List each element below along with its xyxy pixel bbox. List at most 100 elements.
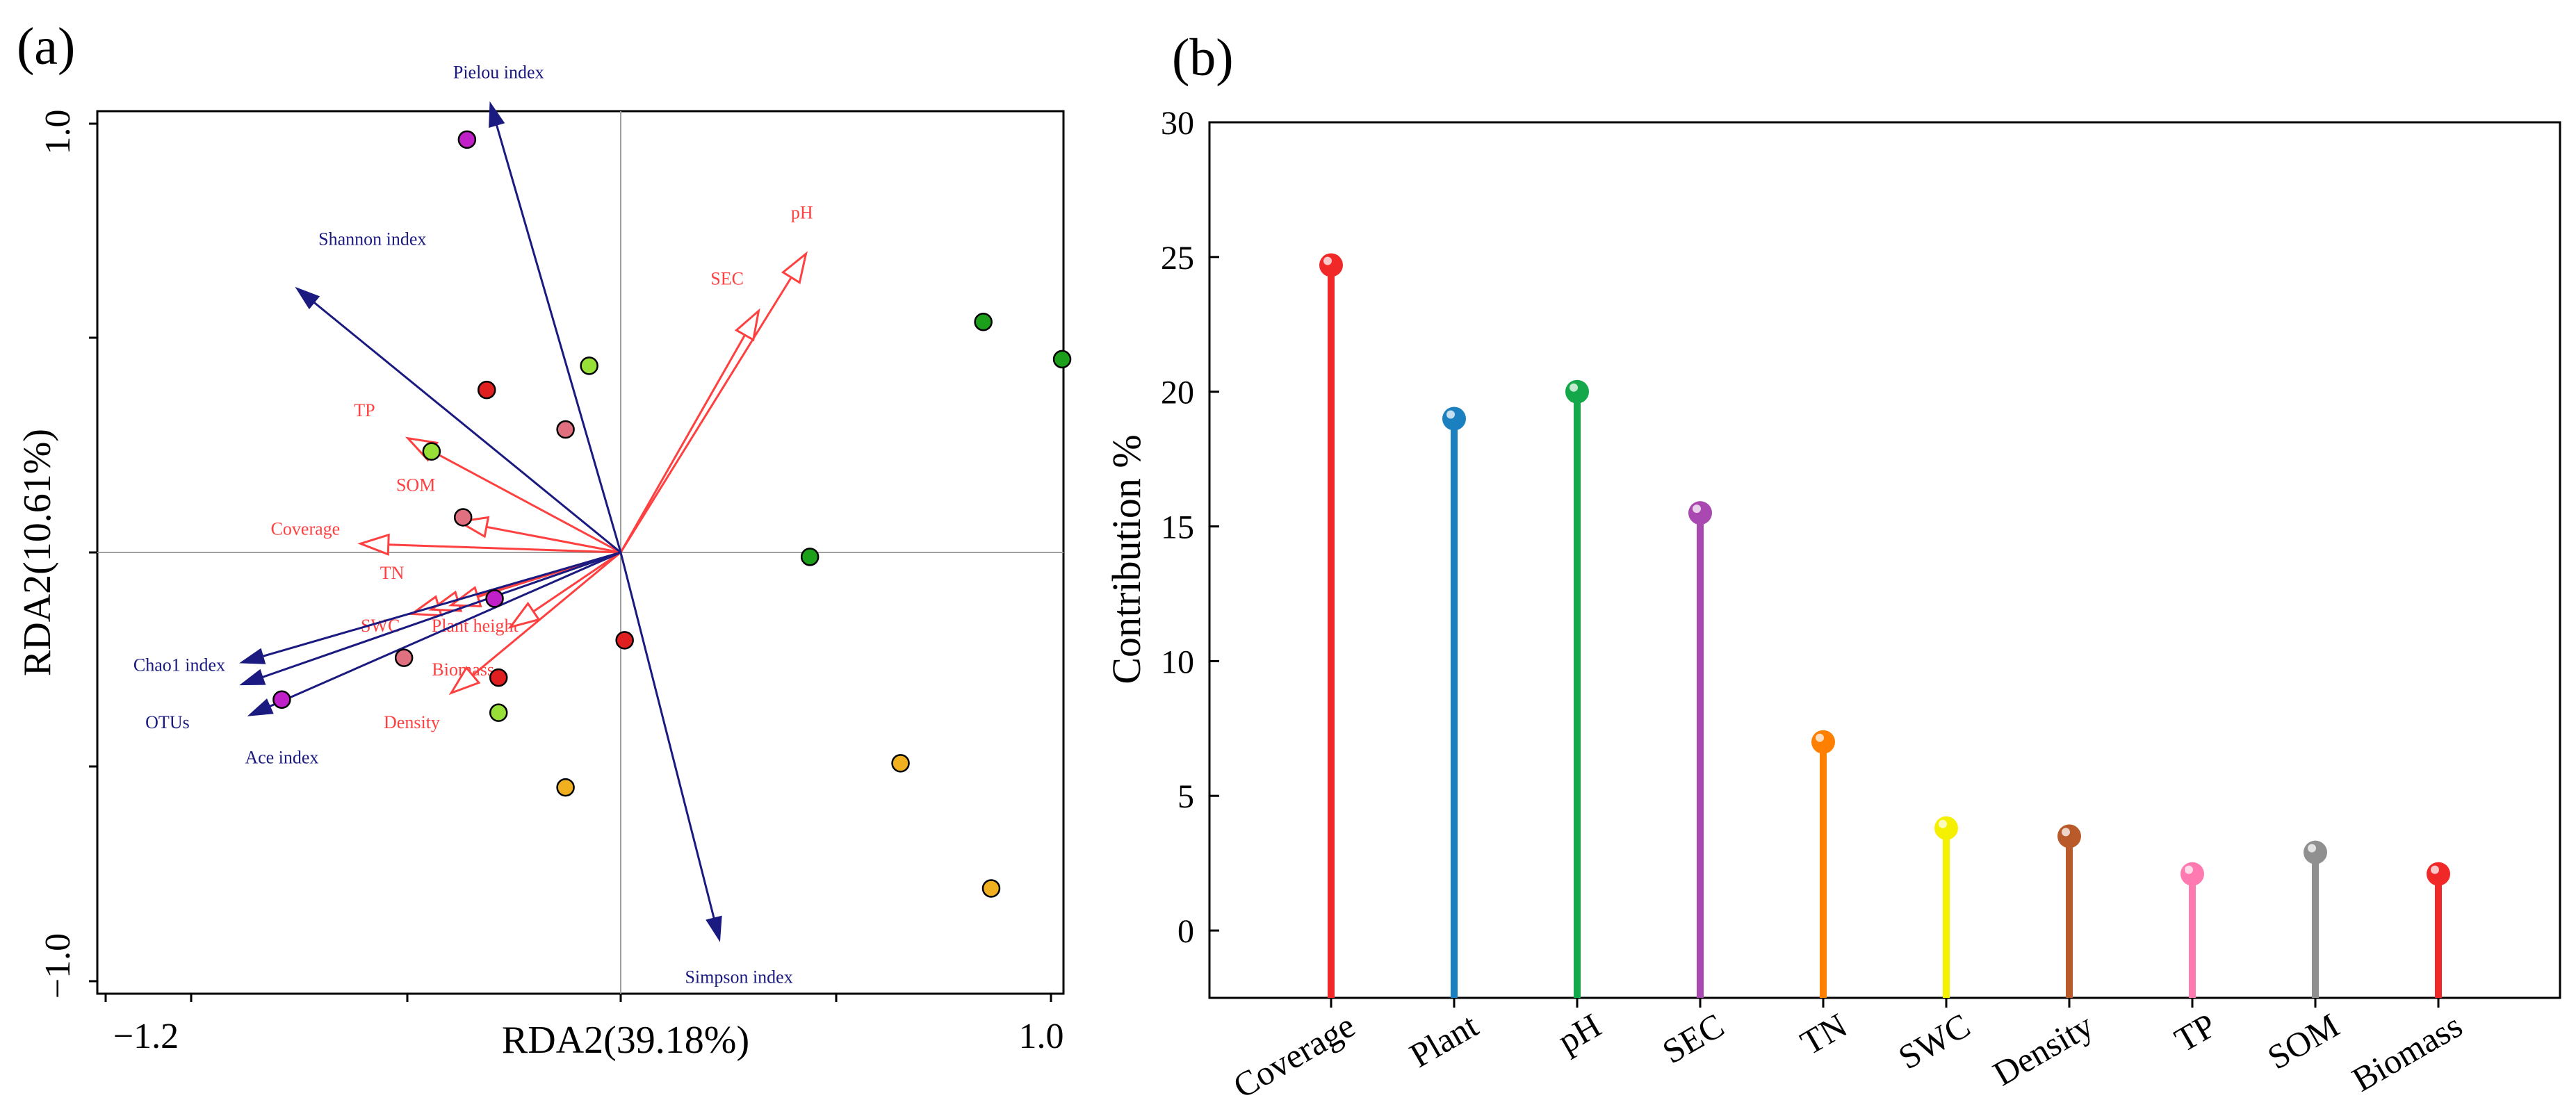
env-vector-coverage-shaft	[388, 543, 621, 554]
panel-a-rda-biplot: (a) −1.2 1.0 1.0 −1.0 pH SEC TP SOM Coverage TN S…	[16, 17, 1072, 1062]
sample-points	[272, 130, 1072, 898]
lollipop-head-plant	[1442, 407, 1466, 431]
env-vector-density-shaft	[472, 551, 621, 676]
x-tick-label-biomass: Biomass	[2345, 1006, 2468, 1099]
x-tick-label-swc: SWC	[1892, 1006, 1977, 1077]
x-tick-label-som: SOM	[2261, 1006, 2346, 1077]
sample-point-green	[1052, 350, 1072, 369]
panel-a-ticks: −1.2 1.0 1.0 −1.0	[38, 110, 1064, 1057]
x-tick-label-plant: Plant	[1403, 1006, 1484, 1075]
env-vector-tp-label: TP	[354, 400, 375, 420]
lollipop-head-sec	[1688, 501, 1712, 525]
panel-a-origin-crosshair	[97, 111, 1063, 994]
env-vector-coverage-label: Coverage	[271, 519, 341, 539]
lollipops: Coverage Plant pH SEC TN SWC Density TP SOM Bioma…	[1227, 253, 2469, 1106]
sample-point-green	[974, 312, 993, 331]
lollipop-head-ph	[1565, 379, 1589, 404]
sample-point-green	[800, 548, 820, 566]
lollipop-head-density	[2057, 824, 2081, 848]
lollipop-highlight-tp	[2185, 865, 2193, 874]
env-vector-ph-shaft	[619, 277, 792, 553]
y-tick-label: 5	[1177, 778, 1194, 815]
lollipop-head-tp	[2180, 862, 2204, 886]
sample-point-red	[615, 631, 634, 650]
sample-point-pink	[394, 648, 414, 667]
sample-point-pink	[453, 508, 473, 527]
y-tick-label: 25	[1161, 240, 1194, 277]
env-vector-sec-label: SEC	[710, 268, 744, 288]
species-vector-simpson-index-shaft	[619, 552, 719, 933]
panel-b-y-axis-label: Contribution %	[1104, 434, 1149, 684]
species-vector-simpson-index-head	[706, 915, 722, 942]
panel-b-label: (b)	[1172, 28, 1234, 87]
y-tick-label: 15	[1161, 509, 1194, 546]
lollipop-highlight-sec	[1693, 504, 1701, 514]
y-tick-label: 0	[1177, 913, 1194, 950]
panel-b-ticks: 0 5 10 15 20 25 30	[1161, 105, 1219, 950]
env-vector-density-label: Density	[384, 712, 440, 732]
lollipop-head-biomass	[2427, 862, 2450, 886]
sample-point-red	[489, 668, 508, 687]
x-tick-label-tn: TN	[1794, 1006, 1854, 1062]
species-vector-shannon-index-head	[295, 286, 320, 310]
sample-point-orange	[981, 879, 1001, 898]
species-vector-pielou-index-head	[489, 101, 505, 128]
env-vector-sec-head	[734, 308, 760, 342]
env-vector-ph-head	[781, 251, 808, 285]
env-vector-biomass-head	[507, 601, 541, 629]
env-vector-som-shaft	[486, 525, 621, 554]
x-tick-label-tp: TP	[2168, 1006, 2223, 1060]
sample-point-magenta	[272, 690, 291, 709]
x-tick-label-coverage: Coverage	[1227, 1006, 1362, 1106]
lollipop-head-som	[2304, 840, 2327, 864]
y-tick-label: 30	[1161, 105, 1194, 142]
panel-b-frame	[1208, 121, 2561, 999]
env-vector-biomass-shaft	[532, 551, 621, 613]
x-tick-label-sec: SEC	[1656, 1006, 1730, 1071]
sample-point-magenta	[485, 589, 504, 608]
x-tick-label-density: Density	[1987, 1006, 2100, 1093]
species-vector-otus-shaft	[248, 551, 621, 683]
x-tick-label: 1.0	[1019, 1017, 1064, 1056]
sample-point-red	[477, 380, 496, 400]
species-vector-ace-index-label: Ace index	[245, 747, 318, 767]
env-vector-coverage-head	[357, 533, 390, 556]
panel-b-contribution-chart: (b) 0 5 10 15 20 25 30 Coverage Plant pH SEC TN SWC…	[1104, 28, 2561, 1106]
env-vector-som-label: SOM	[396, 475, 435, 495]
lollipop-highlight-plant	[1446, 410, 1455, 419]
species-vector-chao1-index-label: Chao1 index	[133, 655, 225, 675]
panel-a-x-axis-label: RDA2(39.18%)	[502, 1019, 749, 1062]
sample-point-light-green	[489, 703, 508, 722]
env-vector-tn-label: TN	[380, 563, 405, 583]
env-vector-tp-shaft	[432, 450, 621, 554]
sample-point-magenta	[457, 130, 477, 149]
panel-a-label: (a)	[17, 17, 75, 76]
sample-point-light-green	[422, 442, 441, 461]
lollipop-highlight-som	[2308, 844, 2316, 853]
species-vector-chao1-index-shaft	[248, 551, 621, 662]
y-tick-label: 10	[1161, 643, 1194, 680]
species-vector-simpson-index-label: Simpson index	[685, 967, 792, 987]
sample-point-orange	[891, 754, 910, 773]
lollipop-head-swc	[1934, 816, 1958, 840]
x-tick-label-ph: pH	[1551, 1006, 1608, 1060]
lollipop-highlight-tn	[1816, 733, 1824, 742]
panel-a-y-axis-label: RDA2(10.61%)	[16, 429, 59, 676]
lollipop-head-coverage	[1319, 253, 1343, 277]
species-vector-pielou-index-label: Pielou index	[453, 62, 544, 82]
species-vector-otus-head	[239, 668, 266, 686]
sample-point-light-green	[580, 356, 598, 375]
species-vector-pielou-index-shaft	[491, 110, 622, 553]
lollipop-highlight-coverage	[1323, 256, 1332, 265]
lollipop-highlight-swc	[1939, 819, 1947, 828]
species-vectors: Pielou index Shannon index Chao1 index OTUs…	[133, 62, 793, 987]
env-vector-plant-height-label: Plant height	[432, 616, 519, 636]
species-vector-chao1-index-head	[239, 648, 266, 664]
sample-point-pink	[556, 420, 575, 439]
y-tick-label: 20	[1161, 375, 1194, 411]
env-vector-density-head	[448, 666, 481, 696]
lollipop-highlight-biomass	[2431, 865, 2439, 874]
lollipop-highlight-ph	[1570, 383, 1578, 392]
x-tick-label: −1.2	[113, 1017, 179, 1056]
